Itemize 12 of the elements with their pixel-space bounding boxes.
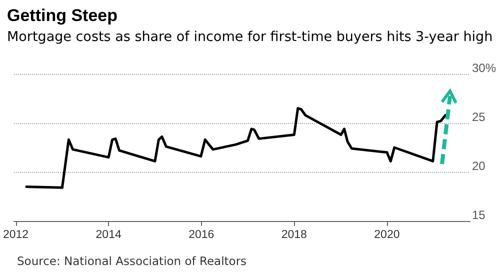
- x-tick-label: 2016: [188, 229, 214, 241]
- chart-title: Getting Steep: [7, 6, 118, 25]
- x-tick-label: 2012: [2, 229, 29, 241]
- y-tick-label: 25: [472, 110, 486, 124]
- y-tick-label: 20: [472, 159, 486, 173]
- y-tick-label: 30%: [472, 61, 496, 75]
- x-tick-label: 2014: [96, 229, 122, 241]
- x-tick-label: 2020: [374, 229, 400, 241]
- x-tick-label: 2018: [281, 229, 307, 241]
- chart-subtitle: Mortgage costs as share of income for first-time buyers hits 3-year high: [7, 29, 493, 45]
- source-note: Source: National Association of Realtors: [17, 254, 247, 268]
- y-tick-label: 15: [472, 208, 486, 222]
